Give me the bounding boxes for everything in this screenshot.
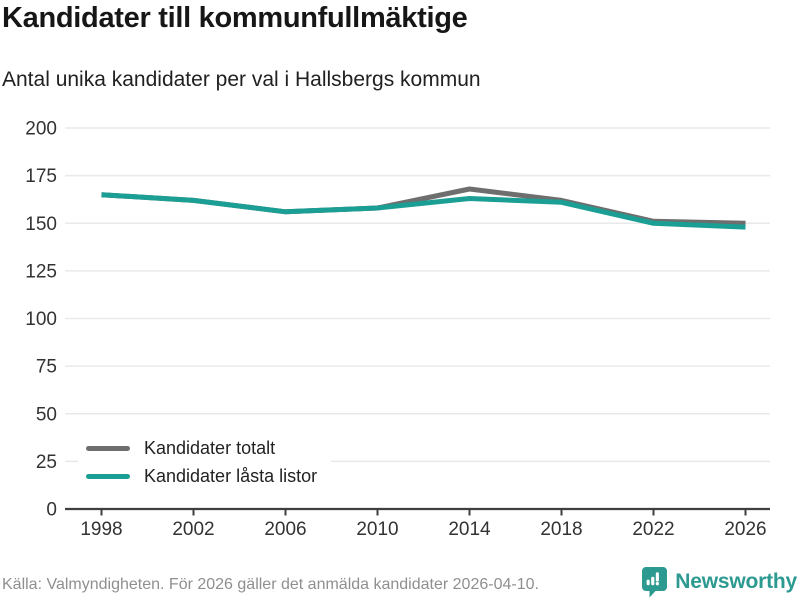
x-tick-label: 2022 xyxy=(632,519,674,540)
source-text: Källa: Valmyndigheten. För 2026 gäller d… xyxy=(2,576,539,593)
newsworthy-icon xyxy=(642,567,668,598)
y-tick-label: 0 xyxy=(46,500,57,521)
x-tick-label: 2026 xyxy=(724,519,766,540)
y-tick-label: 75 xyxy=(36,357,57,378)
x-tick-label: 2010 xyxy=(356,519,398,540)
y-tick-label: 150 xyxy=(25,214,57,235)
x-tick-label: 2014 xyxy=(448,519,491,540)
y-tick-label: 25 xyxy=(36,452,57,473)
x-tick-label: 2002 xyxy=(172,519,214,540)
chart-footer: Källa: Valmyndigheten. För 2026 gäller d… xyxy=(0,566,800,600)
x-tick-label: 2018 xyxy=(540,519,582,540)
y-tick-label: 175 xyxy=(25,166,57,187)
series-line-totalt xyxy=(101,186,746,226)
legend-label: Kandidater låsta listor xyxy=(144,465,318,486)
x-tick-label: 2006 xyxy=(264,519,306,540)
newsworthy-logo: Newsworthy xyxy=(641,566,797,598)
x-tick-label: 1998 xyxy=(80,519,122,540)
chart-legend: Kandidater totalt Kandidater låsta listo… xyxy=(78,435,332,489)
y-tick-label: 50 xyxy=(36,404,57,425)
page-title: Kandidater till kommunfullmäktige xyxy=(2,2,468,34)
chart-subtitle: Antal unika kandidater per val i Hallsbe… xyxy=(2,68,481,91)
legend-swatch-gray xyxy=(86,445,130,451)
y-tick-label: 200 xyxy=(25,119,57,140)
series-line-lasta-listor xyxy=(101,192,746,230)
legend-swatch-teal xyxy=(86,473,130,479)
legend-item-lasta-listor: Kandidater låsta listor xyxy=(86,466,317,486)
y-tick-label: 100 xyxy=(25,309,57,330)
legend-label: Kandidater totalt xyxy=(144,437,276,458)
y-tick-label: 125 xyxy=(25,261,57,282)
legend-item-totalt: Kandidater totalt xyxy=(86,438,317,458)
newsworthy-wordmark: Newsworthy xyxy=(675,570,797,593)
